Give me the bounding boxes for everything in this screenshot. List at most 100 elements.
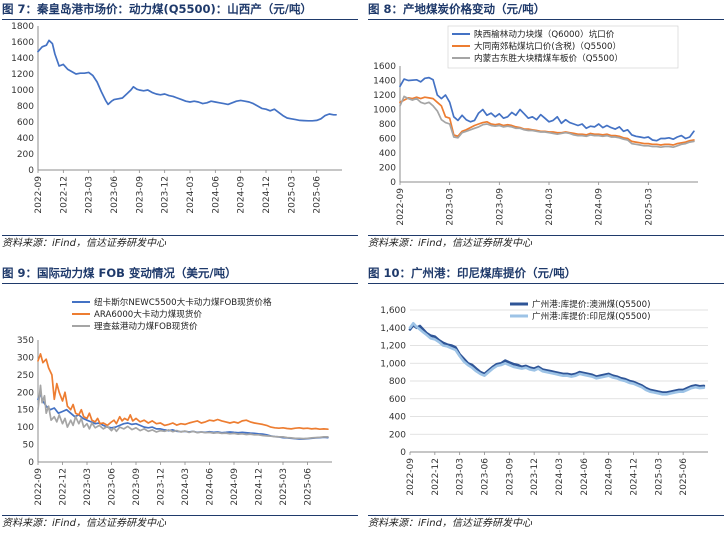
chart-heading: 图 10：广州港：印尼煤库提价（元/吨） — [368, 266, 577, 280]
legend-label: 理查兹港动力煤FOB现货价 — [94, 320, 198, 332]
x-tick-label: 2025-03 — [654, 458, 664, 496]
y-tick-label: 200 — [389, 430, 406, 440]
y-tick-label: 200 — [17, 388, 34, 398]
chart-panel-fig7: 图 7：秦皇岛港市场价：动力煤(Q5500)：山西产（元/吨） 0 200 400 6… — [2, 0, 358, 264]
x-tick-label: 2024-12 — [255, 468, 265, 506]
x-tick-label: 2025-06 — [304, 468, 314, 506]
x-tick-label: 2025-03 — [287, 176, 297, 214]
x-tick-label: 2024-06 — [211, 176, 221, 214]
heading-rule — [368, 19, 724, 20]
source-note: 资料来源：iFind，信达证券研发中心 — [368, 238, 532, 249]
y-tick-label: 400 — [17, 134, 34, 144]
y-tick-label: 1000 — [11, 86, 34, 96]
y-tick-label: 1200 — [11, 70, 34, 80]
x-tick-label: 2022-09 — [406, 458, 416, 496]
y-tick-label: 350 — [17, 336, 34, 346]
legend-label: 广州港:库提价:澳洲煤(Q5500) — [532, 298, 650, 310]
y-tick-label: 800 — [379, 120, 396, 130]
source-rule — [368, 235, 724, 236]
chart-heading: 图 8：产地煤炭价格变动（元/吨） — [368, 2, 546, 16]
y-tick-label: 200 — [17, 150, 34, 160]
y-tick-label: 100 — [17, 423, 34, 433]
source-rule — [2, 235, 358, 236]
chart-panel-fig8: 图 8：产地煤炭价格变动（元/吨） 0 200 400 600 800 1000 1200 1… — [368, 0, 724, 264]
chart-panel-fig10: 图 10：广州港：印尼煤库提价（元/吨） 0 200 400 600 800 1,000 1… — [368, 264, 724, 533]
heading-rule — [2, 283, 358, 284]
x-tick-label: 2023-03 — [85, 176, 95, 214]
y-tick-label: 250 — [17, 371, 34, 381]
line-chart: 0 200 400 600 800 1000 1200 1400 1600 2022-09 2023… — [373, 25, 698, 226]
y-tick-label: 1,600 — [380, 306, 406, 316]
series-line — [399, 76, 695, 142]
x-tick-label: 2022-09 — [34, 176, 44, 214]
y-tick-label: 400 — [379, 149, 396, 159]
y-tick-label: 600 — [389, 395, 406, 405]
source-note: 资料来源：iFind，信达证券研发中心 — [2, 238, 166, 249]
x-tick-label: 2024-12 — [262, 176, 272, 214]
x-tick-label: 2023-03 — [446, 188, 456, 226]
y-tick-label: 0 — [28, 458, 34, 468]
x-tick-label: 2024-09 — [230, 468, 240, 506]
x-tick-label: 2023-06 — [110, 176, 120, 214]
x-tick-label: 2022-09 — [34, 468, 44, 506]
legend-label: ARA6000大卡动力煤现货价 — [94, 308, 202, 320]
y-tick-label: 0 — [28, 166, 34, 176]
x-tick-label: 2025-06 — [313, 176, 323, 214]
legend-label: 大同南郊粘煤坑口价(含税)（Q5500） — [474, 40, 621, 52]
line-chart: 0 200 400 600 800 1000 1200 1400 1600 1800 2022-09… — [11, 22, 342, 214]
x-tick-label: 2023-09 — [505, 458, 515, 496]
y-tick-label: 1200 — [373, 91, 396, 101]
legend-label: 陕西榆林动力块煤（Q6000）坑口价 — [474, 28, 615, 40]
x-tick-label: 2024-06 — [206, 468, 216, 506]
legend-label: 内蒙古东胜大块精煤车板价（Q5500） — [474, 52, 623, 64]
heading-rule — [368, 283, 724, 284]
y-tick-label: 600 — [379, 135, 396, 145]
x-tick-label: 2023-06 — [108, 468, 118, 506]
legend-frame — [447, 25, 679, 69]
x-tick-label: 2024-03 — [181, 468, 191, 506]
x-tick-label: 2024-09 — [595, 188, 605, 226]
y-tick-label: 0 — [390, 178, 396, 188]
chart-heading: 图 9：国际动力煤 FOB 变动情况（美元/吨） — [2, 266, 237, 280]
x-tick-label: 2025-03 — [279, 468, 289, 506]
source-note: 资料来源：iFind，信达证券研发中心 — [2, 518, 166, 529]
legend-label: 广州港:库提价:印尼煤(Q5500) — [532, 310, 650, 322]
y-tick-label: 1800 — [11, 22, 34, 32]
chart-heading: 图 7：秦皇岛港市场价：动力煤(Q5500)：山西产（元/吨） — [2, 2, 312, 16]
y-tick-label: 800 — [17, 102, 34, 112]
y-tick-label: 1,400 — [380, 324, 406, 334]
x-tick-label: 2022-12 — [59, 468, 69, 506]
y-tick-label: 800 — [389, 377, 406, 387]
y-tick-label: 1,200 — [380, 342, 406, 352]
y-tick-label: 1,000 — [380, 359, 406, 369]
source-rule — [2, 515, 358, 516]
x-tick-label: 2023-09 — [495, 188, 505, 226]
series-line — [408, 323, 706, 394]
series-line — [37, 39, 337, 122]
x-tick-label: 2023-03 — [456, 458, 466, 496]
x-tick-label: 2023-12 — [530, 458, 540, 496]
y-tick-label: 300 — [17, 353, 34, 363]
x-tick-label: 2024-03 — [545, 188, 555, 226]
x-tick-label: 2023-12 — [161, 176, 171, 214]
x-tick-label: 2025-06 — [679, 458, 689, 496]
series-line — [37, 384, 329, 440]
y-tick-label: 1000 — [373, 106, 396, 116]
x-tick-label: 2023-12 — [157, 468, 167, 506]
source-note: 资料来源：iFind，信达证券研发中心 — [368, 518, 532, 529]
y-tick-label: 1400 — [373, 77, 396, 87]
x-tick-label: 2024-06 — [580, 458, 590, 496]
x-tick-label: 2024-03 — [555, 458, 565, 496]
chart-panel-fig9: 图 9：国际动力煤 FOB 变动情况（美元/吨） 0 50 100 150 200 250… — [2, 264, 358, 533]
series-line — [37, 353, 329, 431]
x-tick-label: 2024-12 — [630, 458, 640, 496]
x-tick-label: 2024-03 — [186, 176, 196, 214]
y-tick-label: 1600 — [11, 38, 34, 48]
source-rule — [368, 515, 724, 516]
y-tick-label: 0 — [400, 448, 406, 458]
series-line — [408, 322, 706, 396]
y-tick-label: 1400 — [11, 54, 34, 64]
x-tick-label: 2025-03 — [644, 188, 654, 226]
x-tick-label: 2023-09 — [132, 468, 142, 506]
y-tick-label: 200 — [379, 164, 396, 174]
